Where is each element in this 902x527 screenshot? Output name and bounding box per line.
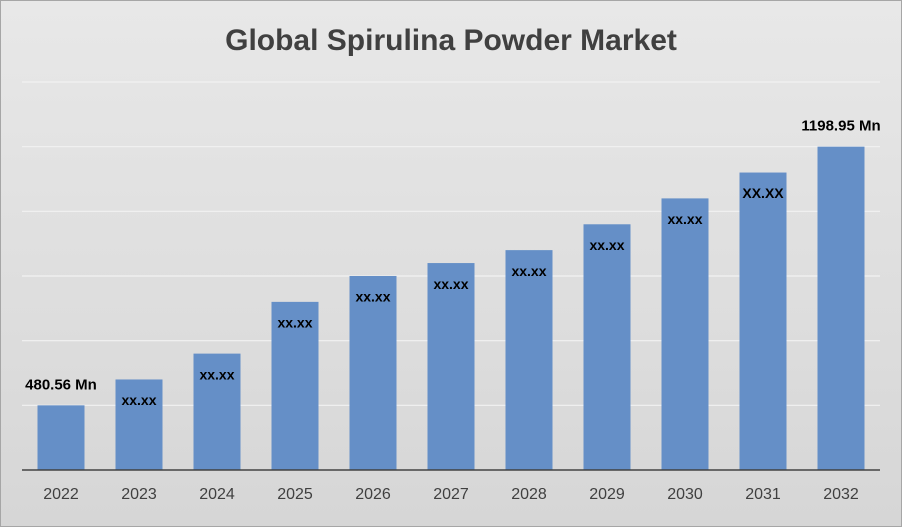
data-label: xx.xx bbox=[121, 392, 156, 408]
chart-title: Global Spirulina Powder Market bbox=[225, 24, 677, 57]
data-label: 480.56 Mn bbox=[25, 376, 97, 393]
x-tick-label: 2027 bbox=[433, 486, 469, 503]
bar bbox=[583, 224, 631, 470]
x-tick-label: 2028 bbox=[511, 486, 547, 503]
bar bbox=[193, 353, 241, 470]
bar bbox=[505, 250, 553, 470]
x-tick-label: 2025 bbox=[277, 486, 313, 503]
bar bbox=[271, 301, 319, 470]
data-label: xx.xx bbox=[667, 211, 702, 227]
bar bbox=[739, 172, 787, 470]
x-tick-label: 2030 bbox=[667, 486, 703, 503]
x-tick-label: 2032 bbox=[823, 486, 859, 503]
data-label: 1198.95 Mn bbox=[801, 118, 880, 135]
data-label: xx.xx bbox=[433, 276, 468, 292]
bar bbox=[817, 146, 865, 470]
x-tick-label: 2026 bbox=[355, 486, 391, 503]
bar bbox=[427, 263, 475, 470]
data-label: xx.xx bbox=[355, 289, 390, 305]
x-tick-label: 2029 bbox=[589, 486, 625, 503]
x-tick-label: 2023 bbox=[121, 486, 157, 503]
x-tick-label: 2022 bbox=[43, 486, 79, 503]
bar bbox=[661, 198, 709, 471]
x-tick-label: 2031 bbox=[745, 486, 781, 503]
data-label: XX.XX bbox=[742, 185, 784, 201]
data-label: xx.xx bbox=[199, 366, 234, 382]
data-label: xx.xx bbox=[589, 237, 624, 253]
bar bbox=[115, 379, 163, 470]
x-tick-label: 2024 bbox=[199, 486, 235, 503]
data-label: xx.xx bbox=[511, 263, 546, 279]
bar bbox=[349, 275, 397, 470]
data-label: xx.xx bbox=[277, 315, 312, 331]
bar bbox=[37, 405, 85, 470]
